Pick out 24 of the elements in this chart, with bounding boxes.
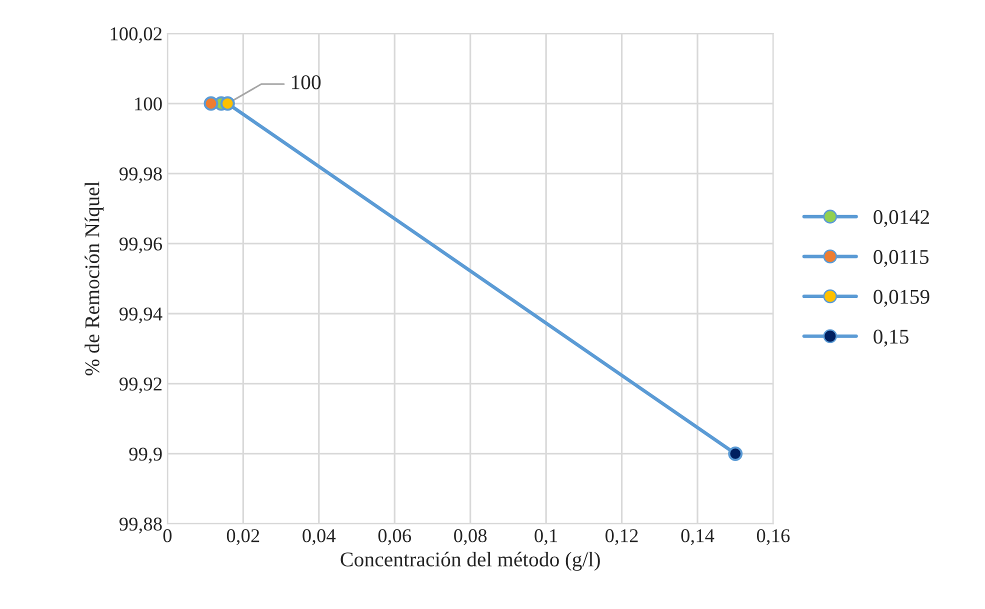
x-tick-label: 0,14 <box>681 529 714 546</box>
y-tick-label: 99,94 <box>119 308 162 324</box>
y-tick-label: 99,9 <box>129 448 162 464</box>
y-tick-label: 99,96 <box>119 237 162 254</box>
y-tick-label: 100 <box>135 97 162 110</box>
x-tick-label: 0,06 <box>378 529 412 546</box>
x-tick-label: 0 <box>163 529 172 542</box>
y-axis-title: % de Remoción Níquel <box>84 182 104 376</box>
x-axis-title: Concentración del método (g/l) <box>340 552 600 571</box>
x-tick-label: 0,1 <box>534 529 558 546</box>
annotation: 100 <box>292 75 321 90</box>
legend-label: 0,0142 <box>874 210 929 228</box>
x-tick-label: 0,16 <box>756 529 790 546</box>
y-tick-label: 99,98 <box>119 167 162 184</box>
y-tick-label: 99,92 <box>119 378 162 394</box>
y-tick-label: 100,02 <box>110 27 162 44</box>
y-tick-label: 99,88 <box>119 518 162 534</box>
legend-label: 0,15 <box>874 330 908 347</box>
x-tick-label: 0,02 <box>226 529 260 546</box>
x-tick-label: 0,08 <box>454 529 487 546</box>
legend-label: 0,0159 <box>874 290 930 307</box>
x-tick-label: 0,12 <box>606 529 638 546</box>
legend-label: 0,0115 <box>874 250 929 267</box>
x-tick-label: 0,04 <box>302 529 336 546</box>
